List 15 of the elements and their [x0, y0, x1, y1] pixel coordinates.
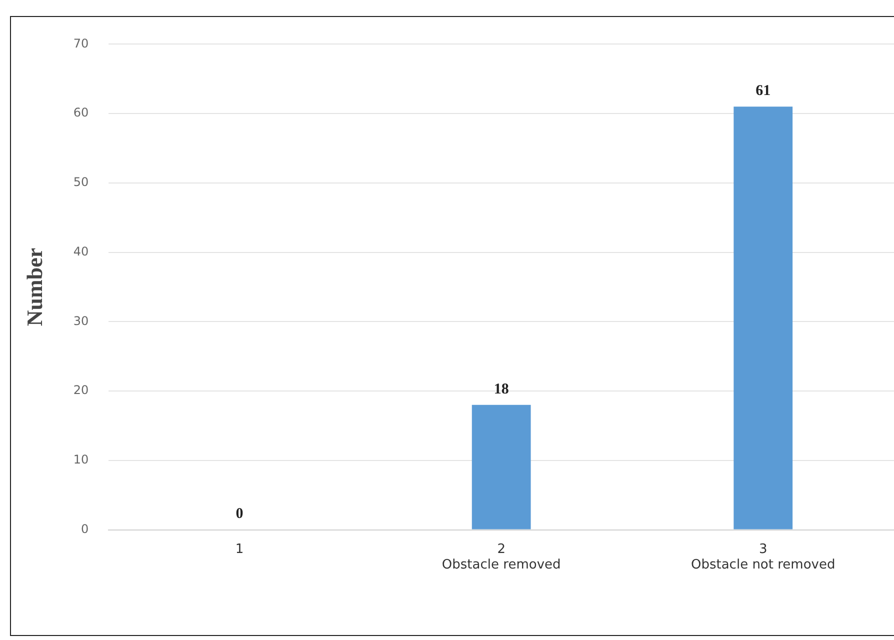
y-tick-label: 0 [81, 522, 89, 536]
y-tick-label: 60 [73, 106, 89, 120]
y-tick-label: 30 [73, 314, 89, 328]
x-tick-label: 3 Obstacle not removed [690, 542, 836, 573]
y-tick-label: 50 [73, 175, 89, 190]
y-tick-label: 20 [73, 383, 89, 398]
x-tick-label: 2 Obstacle removed [442, 542, 561, 573]
y-tick-label: 10 [73, 452, 89, 467]
data-label: 18 [494, 381, 509, 398]
data-label: 61 [756, 83, 771, 100]
y-tick-label: 70 [73, 36, 89, 50]
y-axis-title: Number [22, 248, 47, 326]
y-tick-label: 40 [73, 244, 89, 258]
data-label: 0 [236, 506, 244, 522]
x-tick-label: 1 [235, 542, 244, 557]
